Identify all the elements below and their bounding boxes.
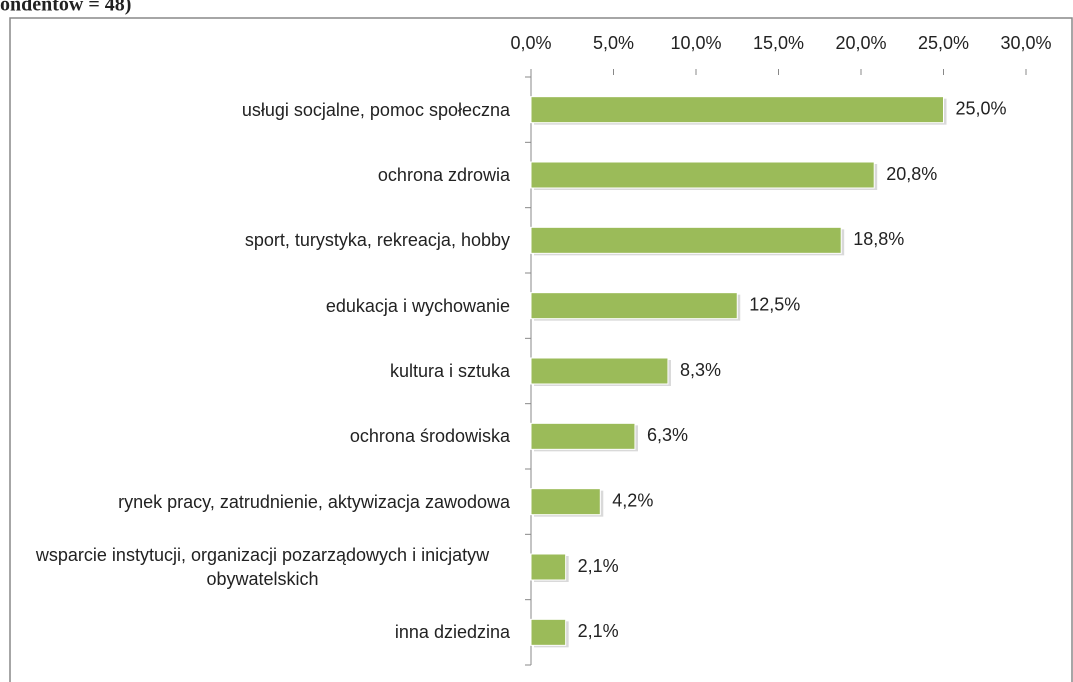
chart-border — [9, 17, 1073, 682]
value-label: 25,0% — [956, 98, 1007, 118]
category-label-box: rynek pracy, zatrudnienie, aktywizacja z… — [0, 469, 510, 535]
y-tick-label: edukacja i wychowanie — [325, 295, 510, 316]
category-label-box: ochrona zdrowia — [0, 142, 510, 208]
category-label-box: sport, turystyka, rekreacja, hobby — [0, 207, 510, 273]
bar — [530, 226, 842, 254]
bar — [530, 161, 875, 189]
x-tick-label: 10,0% — [670, 33, 721, 53]
value-label: 4,2% — [612, 490, 653, 510]
bar — [530, 488, 601, 516]
category-label-box: usługi socjalne, pomoc społeczna — [0, 77, 510, 143]
category-label-box: ochrona środowiska — [0, 403, 510, 469]
value-label: 2,1% — [578, 556, 619, 576]
bar — [530, 292, 738, 320]
category-label-box: edukacja i wychowanie — [0, 273, 510, 339]
y-tick-label: kultura i sztuka — [389, 361, 510, 381]
bar — [530, 357, 669, 385]
bar — [530, 422, 636, 450]
y-tick-label: wsparcie instytucji, organizacji pozarzą… — [35, 545, 490, 589]
category-label-box: wsparcie instytucji, organizacji pozarzą… — [0, 534, 510, 600]
y-tick-label: inna dziedzina — [394, 622, 510, 643]
y-tick-label: ochrona zdrowia — [377, 165, 510, 185]
value-label: 6,3% — [647, 425, 688, 445]
bar — [530, 553, 567, 581]
chart-title: ondentów = 48) — [0, 0, 131, 16]
y-tick-label: ochrona środowiska — [349, 426, 510, 447]
bar — [530, 96, 944, 124]
value-label: 2,1% — [578, 621, 619, 641]
x-tick-label: 0,0% — [510, 33, 551, 53]
x-tick-label: 5,0% — [593, 33, 634, 53]
x-tick-label: 15,0% — [753, 33, 804, 53]
y-tick-label: usługi socjalne, pomoc społeczna — [241, 99, 510, 120]
x-tick-label: 20,0% — [835, 33, 886, 53]
value-label: 18,8% — [853, 229, 904, 249]
bar — [530, 618, 567, 646]
category-label-box: kultura i sztuka — [0, 338, 510, 404]
value-label: 12,5% — [749, 294, 800, 314]
x-tick-label: 30,0% — [1000, 33, 1051, 53]
value-label: 20,8% — [886, 164, 937, 184]
y-tick-label: rynek pracy, zatrudnienie, aktywizacja z… — [118, 491, 510, 512]
value-label: 8,3% — [680, 360, 721, 380]
category-label-box: inna dziedzina — [0, 599, 510, 665]
x-tick-label: 25,0% — [918, 33, 969, 53]
y-tick-label: sport, turystyka, rekreacja, hobby — [244, 230, 510, 251]
